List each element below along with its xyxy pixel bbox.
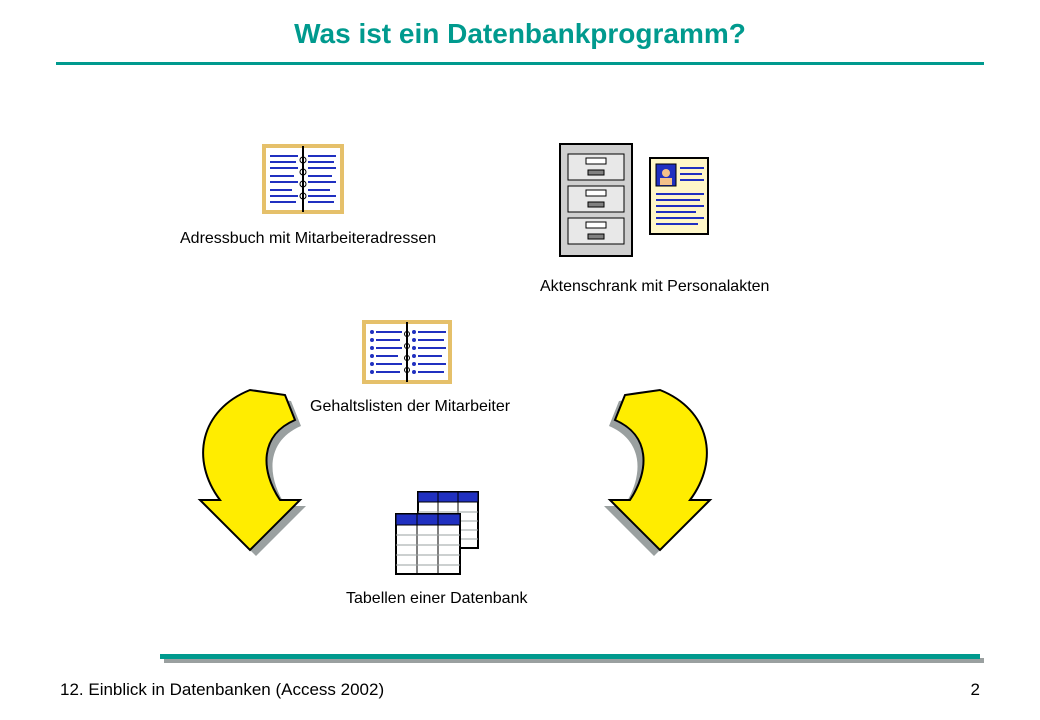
addressbook-icon	[258, 140, 348, 218]
arrow-right-icon	[550, 380, 720, 560]
divider-bottom	[160, 654, 980, 659]
divider-top	[56, 62, 984, 65]
filing-cabinet-icon	[556, 140, 716, 260]
page-title: Was ist ein Datenbankprogramm?	[0, 18, 1040, 50]
slide-number: 2	[971, 680, 980, 700]
filing-cabinet-label: Aktenschrank mit Personalakten	[540, 278, 769, 296]
salary-ledger-icon	[360, 316, 454, 388]
database-tables-icon	[390, 488, 490, 578]
addressbook-label: Adressbuch mit Mitarbeiteradressen	[180, 230, 436, 248]
slide: Was ist ein Datenbankprogramm?	[0, 0, 1040, 720]
database-tables-label: Tabellen einer Datenbank	[346, 590, 527, 608]
footer-text: 12. Einblick in Datenbanken (Access 2002…	[60, 680, 384, 700]
arrow-left-icon	[190, 380, 360, 560]
